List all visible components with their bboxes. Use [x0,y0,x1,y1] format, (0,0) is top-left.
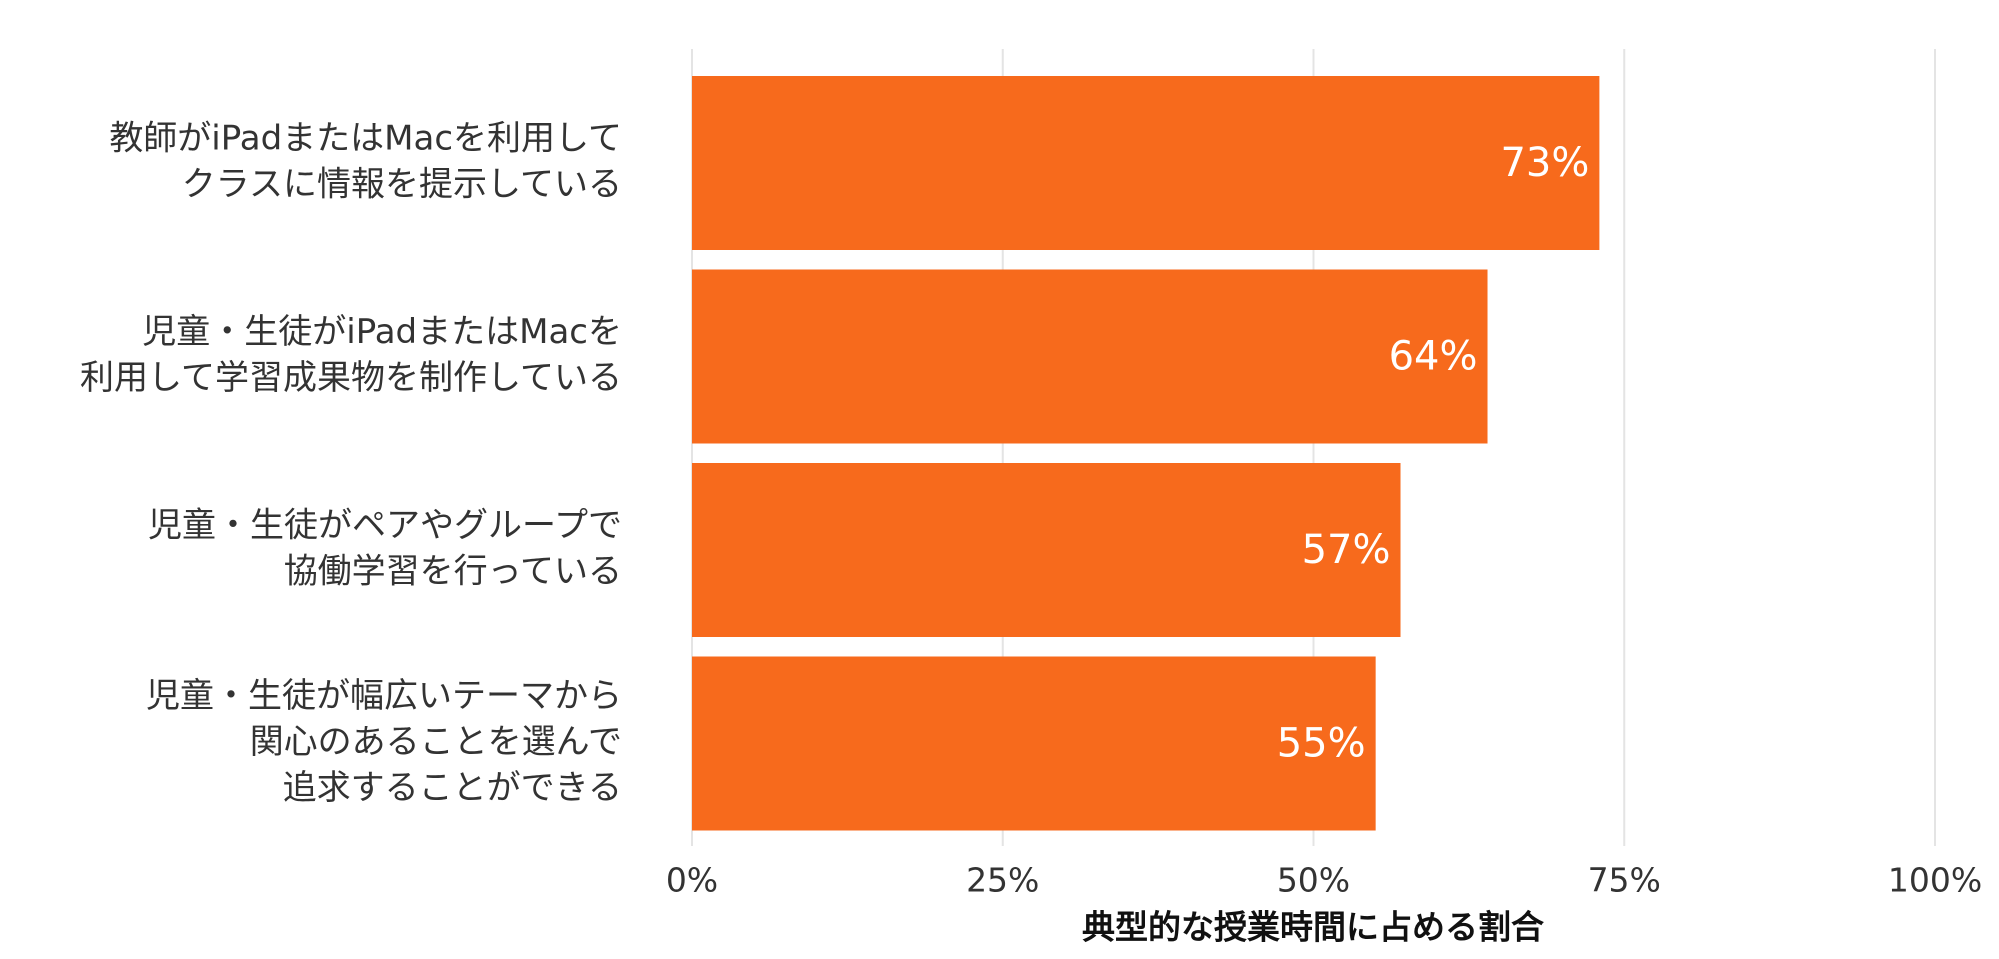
y-tick-label: 関心のあることを選んで [250,722,622,762]
x-tick-label: 100% [1888,861,1982,900]
bar [692,76,1600,250]
value-label: 73% [1500,140,1589,186]
y-tick-label: 追求することができる [283,768,622,808]
y-tick-label: 児童・生徒が幅広いテーマから [146,676,622,716]
x-axis-title: 典型的な授業時間に占める割合 [1082,908,1544,947]
y-tick-label: 教師がiPadまたはMacを利用して [109,119,622,159]
value-label: 55% [1277,721,1366,767]
x-tick-label: 0% [666,861,718,900]
bar [692,656,1376,831]
y-tick-label: 児童・生徒がペアやグループで [148,506,622,546]
y-tick-label: クラスに情報を提示している [182,165,622,205]
x-tick-label: 50% [1277,861,1350,900]
y-tick-label: 協働学習を行っている [284,552,622,592]
x-tick-label: 75% [1588,861,1661,900]
y-tick-label: 利用して学習成果物を制作している [80,358,622,398]
value-label: 57% [1302,527,1391,573]
value-label: 64% [1389,334,1478,380]
bar [692,463,1401,637]
y-tick-label: 児童・生徒がiPadまたはMacを [142,312,622,352]
bar [692,269,1488,444]
x-tick-label: 25% [966,861,1039,900]
